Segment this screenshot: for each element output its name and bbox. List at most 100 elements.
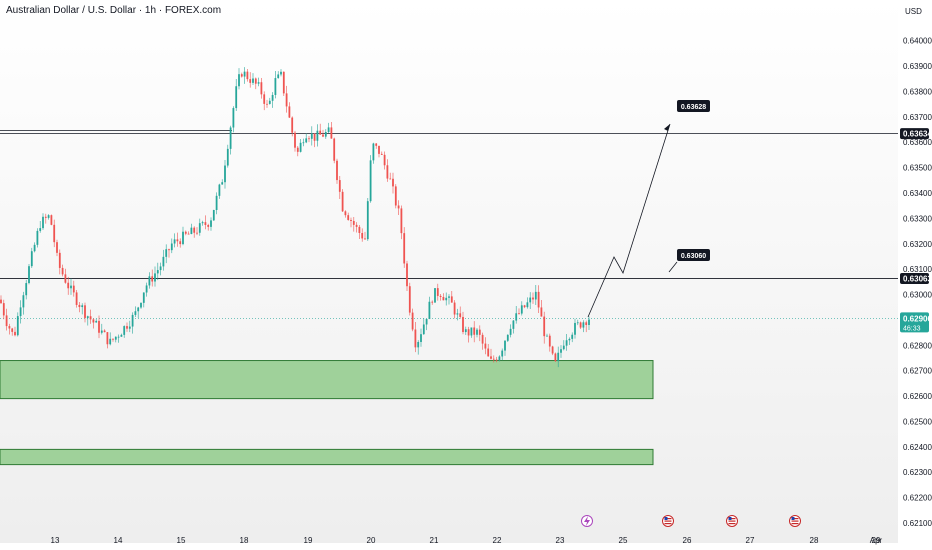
candle — [176, 232, 179, 247]
candle-body — [568, 338, 571, 341]
candle — [50, 214, 53, 226]
candle — [226, 144, 229, 168]
candle — [568, 337, 571, 345]
candle — [562, 340, 565, 351]
candle — [411, 308, 414, 332]
candle — [67, 276, 70, 295]
candle-body — [114, 336, 117, 340]
candle — [263, 91, 266, 111]
candle-body — [58, 252, 61, 268]
candle — [42, 213, 44, 230]
candle-body — [571, 334, 574, 339]
candle — [257, 77, 260, 87]
candle — [372, 142, 375, 164]
candle-body — [22, 295, 25, 308]
candle — [47, 214, 50, 220]
candle — [445, 292, 448, 306]
flag-stripe — [791, 520, 799, 522]
candle-body — [537, 291, 540, 308]
candle — [72, 280, 75, 297]
candle-body — [173, 239, 176, 244]
candle-body — [243, 71, 246, 77]
candle — [341, 189, 344, 212]
candle-body — [484, 343, 487, 349]
candle — [190, 223, 193, 235]
candle — [434, 288, 436, 303]
candle — [229, 125, 232, 155]
candle-body — [33, 244, 36, 252]
candle — [506, 334, 509, 343]
candle — [358, 224, 361, 239]
candle-body — [140, 302, 142, 308]
candle-body — [274, 78, 277, 95]
candle-body — [350, 219, 352, 221]
time-tick: 23 — [556, 536, 565, 545]
price-tick: 0.62800 — [903, 341, 932, 350]
flag-stripe — [791, 518, 799, 520]
candle — [204, 215, 207, 230]
candle — [523, 304, 526, 309]
price-tick: 0.62100 — [903, 519, 932, 528]
candle — [232, 106, 235, 133]
candle-body — [386, 165, 389, 179]
candle — [53, 219, 56, 248]
candle-body — [313, 133, 316, 141]
candle-body — [439, 295, 442, 297]
price-tick: 0.62300 — [903, 468, 932, 477]
candle-body — [308, 138, 310, 140]
candle — [280, 69, 282, 77]
flag-stripe — [728, 518, 736, 520]
candle — [196, 227, 198, 236]
price-axis[interactable]: 0.64000 0.63900 0.63800 0.63700 0.63600 0.635… — [900, 37, 932, 528]
candle — [554, 352, 557, 362]
time-tick: 26 — [683, 536, 692, 545]
candle — [324, 129, 327, 139]
candle — [478, 325, 481, 342]
candle-body — [442, 296, 445, 301]
candle-body — [478, 329, 481, 335]
candle — [560, 345, 562, 358]
candle — [210, 217, 212, 231]
candle — [504, 339, 506, 356]
candle — [187, 231, 190, 235]
candle — [316, 124, 319, 147]
candle — [70, 278, 72, 295]
candle — [546, 333, 548, 337]
candle-body — [327, 127, 330, 133]
time-tick: 13 — [51, 536, 60, 545]
candle — [439, 293, 442, 301]
candle-body — [204, 222, 207, 225]
candle-body — [470, 327, 473, 336]
candle-body — [212, 209, 215, 221]
candle-body — [512, 320, 515, 329]
current-price-text: 0.62906 — [903, 314, 932, 323]
target-callout-lower: 0.63060 — [677, 249, 710, 261]
candle-body — [551, 346, 554, 354]
candle — [534, 284, 537, 305]
candle — [302, 138, 305, 147]
flag-canton — [728, 517, 732, 520]
candle — [109, 332, 112, 346]
time-tick: Apr — [870, 536, 883, 545]
candle-body — [294, 132, 296, 148]
candle-body — [14, 331, 16, 336]
candle-body — [207, 224, 210, 227]
candle — [252, 73, 254, 85]
candle — [151, 269, 154, 287]
flag-canton — [791, 517, 795, 520]
candle — [274, 71, 277, 99]
candle — [501, 348, 504, 361]
price-tick: 0.62400 — [903, 443, 932, 452]
price-tick: 0.63500 — [903, 164, 932, 173]
candle-body — [501, 350, 504, 357]
candle-body — [190, 227, 193, 235]
candle-body — [534, 291, 537, 300]
candle — [442, 293, 445, 301]
candle-body — [526, 302, 529, 308]
candle-body — [126, 326, 128, 329]
candle-body — [131, 314, 134, 327]
candle-body — [75, 292, 78, 305]
candle — [288, 102, 291, 118]
